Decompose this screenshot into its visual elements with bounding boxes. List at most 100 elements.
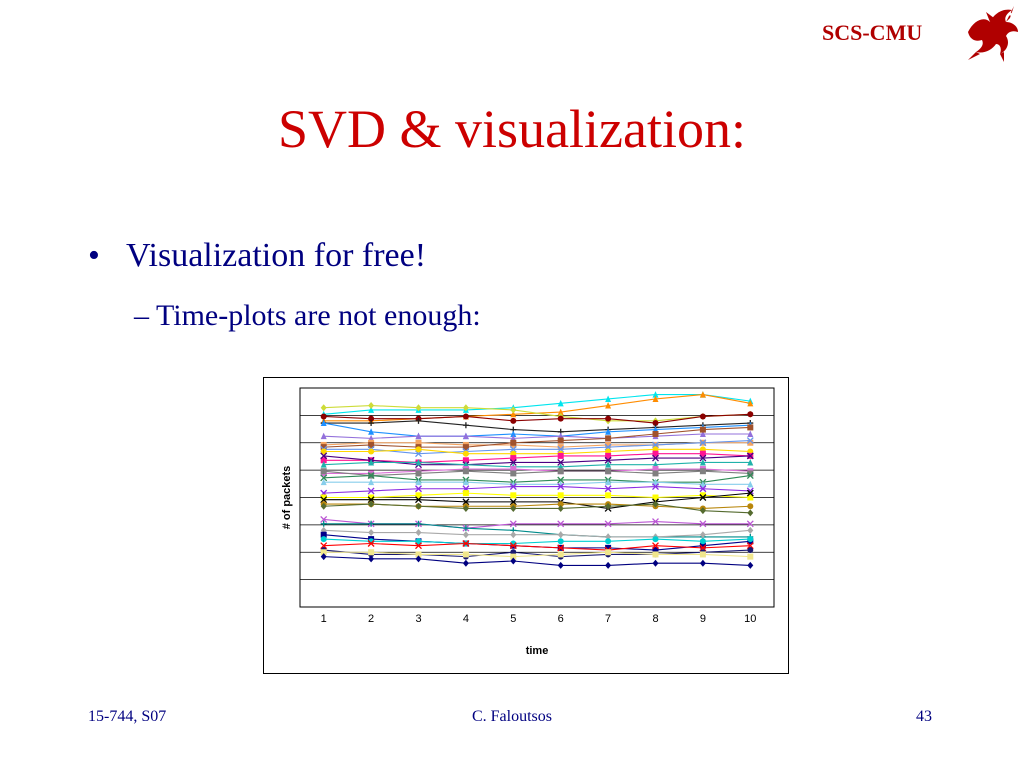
data-point-10-1 (368, 448, 375, 455)
data-point-25-8 (699, 531, 706, 539)
data-point-25-3 (462, 531, 469, 539)
data-point-6-0 (320, 432, 327, 440)
data-point-18-6 (604, 485, 612, 493)
data-point-15-4 (510, 470, 517, 477)
data-point-13-2 (415, 458, 422, 466)
series-line-8 (323, 426, 751, 448)
data-point-15-3 (462, 468, 469, 475)
data-point-0-7 (652, 391, 659, 398)
data-point-4-2 (415, 417, 422, 424)
data-point-28-0 (320, 542, 328, 550)
data-point-8-1 (368, 441, 375, 448)
data-point-20-8 (699, 494, 707, 501)
series-line-19 (323, 492, 751, 499)
slide-title: SVD & visualization: (278, 99, 746, 159)
data-point-12-7 (652, 454, 659, 462)
data-point-13-6 (605, 461, 612, 468)
data-point-18-4 (509, 483, 517, 491)
data-point-6-2 (415, 432, 422, 440)
data-point-22-1 (368, 500, 375, 508)
x-tick-label: 5 (510, 613, 516, 625)
x-tick-label: 1 (321, 613, 327, 625)
series-line-16 (323, 475, 751, 483)
data-point-3-3 (462, 413, 469, 420)
x-tick-label: 9 (700, 613, 706, 625)
series-line-22 (323, 503, 751, 514)
data-point-26-7 (652, 547, 659, 554)
data-point-30-3 (462, 551, 469, 558)
x-tick-label: 4 (463, 613, 469, 625)
data-point-30-6 (605, 549, 612, 556)
x-tick-label: 7 (605, 613, 611, 625)
series-line-18 (323, 485, 751, 494)
data-point-25-4 (510, 531, 517, 539)
data-point-12-9 (746, 452, 754, 460)
data-point-19-9 (747, 494, 754, 501)
time-plot-chart: 1 2 3 4 5 6 7 8 9 10 time # of packets (281, 387, 775, 657)
data-point-13-0 (320, 461, 327, 468)
series-line-20 (323, 492, 751, 510)
data-point-31-8 (699, 559, 706, 567)
data-point-23-5 (557, 520, 565, 528)
data-point-6-4 (510, 434, 517, 442)
series-line-13 (323, 461, 751, 468)
data-point-24-2 (415, 520, 422, 527)
bullet-dot-icon: • (88, 237, 100, 274)
data-point-11-6 (605, 452, 612, 459)
data-point-10-0 (320, 448, 327, 455)
footer-course: 15-744, S07 (88, 708, 167, 725)
data-point-27-6 (605, 538, 612, 545)
data-point-14-7 (652, 466, 659, 473)
data-point-31-2 (415, 555, 422, 563)
data-point-28-4 (509, 542, 517, 550)
data-point-16-9 (746, 472, 754, 480)
data-point-0-1 (368, 406, 375, 413)
data-point-7-2 (415, 439, 422, 446)
data-point-16-5 (557, 476, 565, 484)
data-point-17-8 (699, 480, 706, 488)
data-point-28-9 (746, 542, 754, 550)
data-point-30-7 (652, 551, 659, 558)
data-point-26-6 (605, 544, 612, 551)
data-point-26-0 (320, 531, 327, 538)
footer-page-number: 43 (916, 708, 932, 725)
data-point-5-1 (368, 428, 375, 435)
data-point-0-5 (557, 399, 564, 407)
data-point-15-8 (699, 468, 706, 475)
data-point-1-7 (652, 395, 659, 402)
data-point-3-0 (320, 413, 327, 420)
data-point-18-1 (367, 487, 375, 495)
x-tick-label: 10 (744, 613, 756, 625)
data-point-5-0 (320, 419, 327, 427)
data-point-10-3 (462, 450, 469, 457)
data-point-9-6 (604, 443, 612, 451)
x-tick-label: 6 (558, 613, 564, 625)
data-point-23-6 (604, 520, 612, 528)
data-point-1-8 (699, 391, 706, 398)
data-point-15-6 (605, 468, 612, 475)
data-point-4-1 (368, 420, 375, 427)
data-point-5-6 (605, 428, 612, 435)
data-point-3-5 (557, 415, 564, 422)
data-point-25-5 (557, 531, 564, 539)
data-point-16-0 (320, 474, 328, 482)
x-tick-label: 8 (652, 613, 658, 625)
data-point-3-9 (747, 411, 754, 418)
data-point-24-0 (320, 520, 327, 527)
series-line-17 (323, 481, 751, 485)
sub-bullet-item: – Time-plots are not enough: (134, 299, 481, 332)
data-point-30-0 (320, 549, 327, 556)
series-line-5 (323, 422, 751, 437)
data-point-13-3 (462, 461, 469, 468)
data-point-8-9 (747, 424, 754, 431)
data-point-12-4 (509, 459, 517, 466)
data-point-15-0 (320, 468, 327, 475)
data-point-2-0 (320, 404, 327, 412)
data-point-6-3 (462, 432, 469, 440)
data-point-30-8 (699, 551, 706, 558)
data-point-19-0 (320, 494, 327, 501)
data-point-15-5 (557, 468, 564, 475)
data-point-2-2 (415, 404, 422, 412)
data-point-8-4 (510, 439, 517, 446)
data-point-23-7 (652, 518, 659, 526)
